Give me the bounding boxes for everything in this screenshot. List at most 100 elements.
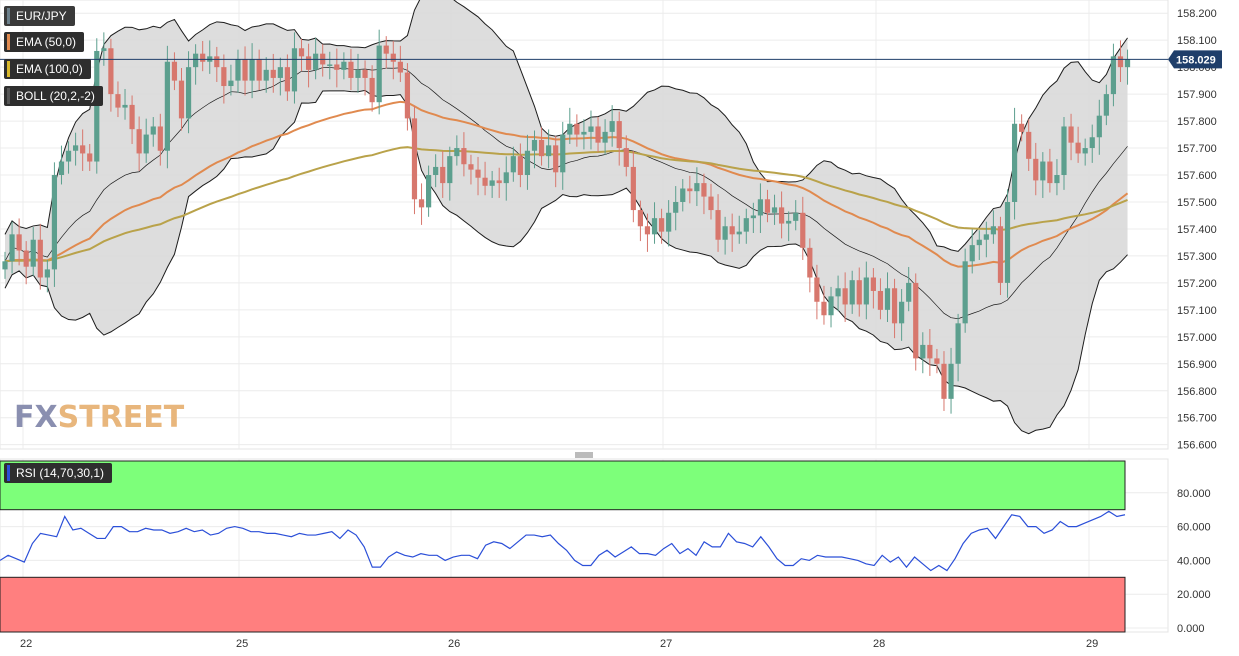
legend-rsi-label: RSI (14,70,30,1) <box>16 466 105 480</box>
legend-rsi[interactable]: RSI (14,70,30,1) <box>4 463 113 483</box>
candle-body <box>327 64 333 66</box>
pane-splitter[interactable] <box>575 452 593 458</box>
price-tick-label: 156.900 <box>1177 359 1217 371</box>
candle-body <box>927 344 933 359</box>
time-tick-label: 29 <box>1086 638 1098 650</box>
candle-body <box>687 188 693 192</box>
candle-body <box>1047 161 1053 184</box>
candle-body <box>129 104 135 130</box>
candle-body <box>73 145 79 151</box>
candle-body <box>348 61 354 78</box>
candle-body <box>1061 126 1067 176</box>
candle-body <box>602 131 608 143</box>
candle-body <box>284 67 290 92</box>
candle-body <box>948 363 954 399</box>
candle-body <box>856 280 862 305</box>
candle-body <box>934 358 940 364</box>
candle-body <box>404 72 411 119</box>
candle-body <box>171 61 178 81</box>
candle-body <box>136 129 142 154</box>
candle-body <box>870 277 876 291</box>
candle-body <box>538 139 545 157</box>
legend-ema100[interactable]: EMA (100,0) <box>4 59 91 79</box>
rsi-axis: 80.000 60.000 40.000 20.000 0.000 <box>1177 488 1211 635</box>
candle-body <box>913 282 919 359</box>
candle-body <box>651 218 658 235</box>
current-price-badge <box>1168 50 1222 69</box>
rsi-line <box>0 510 1126 572</box>
candle-body <box>51 175 58 270</box>
candle-body <box>990 226 996 235</box>
legend-symbol[interactable]: EUR/JPY <box>4 6 75 26</box>
candle-body <box>37 239 43 278</box>
candle-body <box>2 261 8 270</box>
candle-body <box>1011 123 1018 202</box>
legend-boll[interactable]: BOLL (20,2,-2) <box>4 86 103 106</box>
candle-body <box>658 218 665 232</box>
candle-body <box>1033 158 1039 181</box>
bollinger-fill <box>5 0 1128 434</box>
candle-body <box>115 94 121 108</box>
candle-body <box>305 56 312 70</box>
time-tick-label: 25 <box>236 638 248 650</box>
candle-body <box>1082 148 1088 154</box>
candle-body <box>9 234 15 262</box>
candle-body <box>489 180 495 186</box>
candle-body <box>517 156 523 176</box>
candle-body <box>630 166 636 211</box>
candle-body <box>955 323 961 364</box>
candle-body <box>313 53 319 70</box>
time-axis: 22 25 26 27 28 29 <box>20 638 1098 650</box>
price-tick-label: 157.100 <box>1177 305 1217 317</box>
candle-body <box>1054 175 1060 184</box>
candle-body <box>221 67 227 87</box>
candle-body <box>786 220 792 224</box>
candle-body <box>1089 137 1095 149</box>
candle-body <box>475 169 481 178</box>
time-tick-label: 22 <box>20 638 32 650</box>
ema100-line <box>4 146 1128 263</box>
candle-body <box>863 277 869 305</box>
legend-ema100-label: EMA (100,0) <box>16 62 83 76</box>
candle-body <box>750 215 756 219</box>
candle-body <box>235 59 241 81</box>
candle-body <box>736 231 742 235</box>
candle-body <box>496 180 502 184</box>
candle-body <box>969 245 975 262</box>
rsi-tick-label: 80.000 <box>1177 488 1211 500</box>
price-tick-label: 157.400 <box>1177 224 1217 236</box>
candle-body <box>524 150 531 176</box>
candle-body <box>16 234 22 251</box>
candle-body <box>1110 56 1117 95</box>
price-tick-label: 156.800 <box>1177 386 1217 398</box>
candle-body <box>891 288 898 324</box>
candle-body <box>1096 115 1102 138</box>
candle-body <box>87 153 93 162</box>
candle-body <box>178 80 185 119</box>
candle-body <box>800 212 806 248</box>
candle-body <box>376 45 382 103</box>
candlesticks <box>2 29 1131 414</box>
candle-body <box>680 188 686 202</box>
price-tick-label: 158.100 <box>1177 35 1217 47</box>
bollinger-lower <box>4 89 1128 435</box>
candle-body <box>906 282 912 302</box>
candle-body <box>546 145 552 157</box>
legend-symbol-label: EUR/JPY <box>16 9 67 23</box>
bollinger-band <box>4 0 1128 435</box>
candle-body <box>997 226 1004 283</box>
candle-body <box>884 288 891 310</box>
candle-body <box>1068 126 1074 143</box>
candle-body <box>941 363 947 399</box>
price-tick-label: 157.200 <box>1177 278 1217 290</box>
candle-body <box>418 199 425 208</box>
price-tick-label: 158.200 <box>1177 8 1217 20</box>
candle-body <box>397 61 403 73</box>
legend-ema50[interactable]: EMA (50,0) <box>4 32 85 52</box>
candle-body <box>567 123 573 135</box>
rsi-oversold-zone <box>0 576 1126 633</box>
candle-body <box>270 69 276 78</box>
candle-body <box>1075 142 1081 154</box>
candle-body <box>983 234 989 240</box>
candle-body <box>708 196 714 211</box>
